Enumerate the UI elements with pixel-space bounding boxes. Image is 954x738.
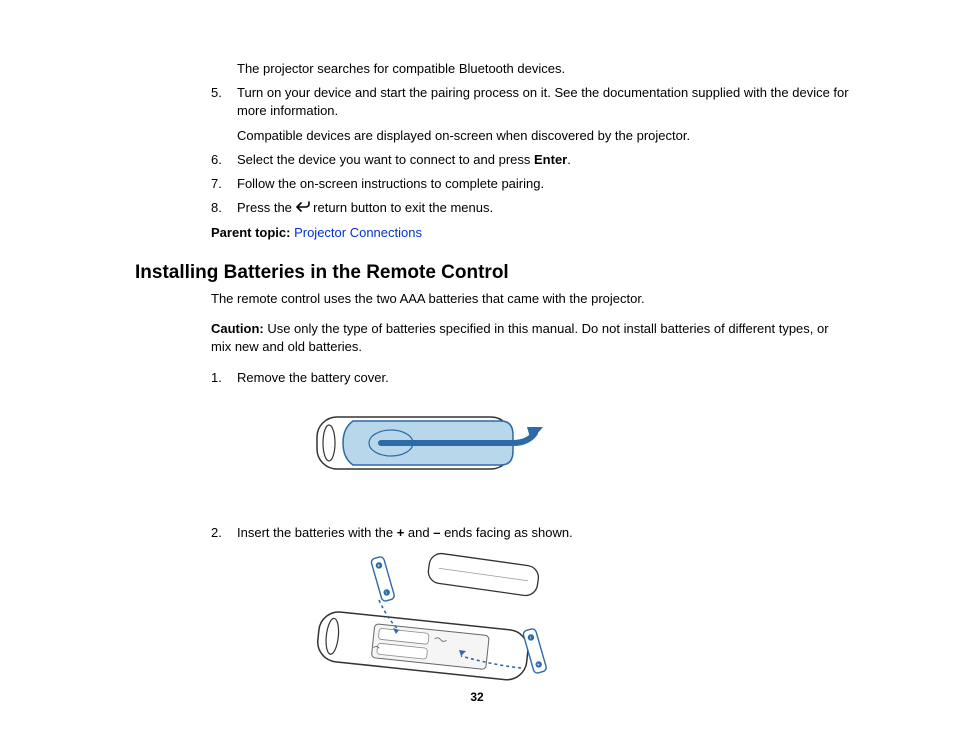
steps-top: The projector searches for compatible Bl…	[211, 60, 849, 242]
bat-step-1: 1. Remove the battery cover.	[211, 369, 849, 387]
step-5: 5. Turn on your device and start the pai…	[211, 84, 849, 145]
page-heading: Installing Batteries in the Remote Contr…	[135, 262, 849, 284]
step-8-text-b: return button to exit the menus.	[310, 200, 494, 215]
step-6: 6. Select the device you want to connect…	[211, 151, 849, 169]
step-7-body: Follow the on-screen instructions to com…	[237, 175, 849, 193]
bat-step-2-mid: and	[404, 525, 433, 540]
step-5-text-a: Turn on your device and start the pairin…	[237, 84, 849, 120]
caution-text: Use only the type of batteries specified…	[211, 321, 829, 354]
step-6-text-b: .	[567, 152, 571, 167]
steps-battery: 1. Remove the battery cover. 2. Insert t…	[211, 369, 849, 703]
bat-step-2-text-b: ends facing as shown.	[440, 525, 572, 540]
bat-step-1-num: 1.	[211, 369, 237, 387]
caution-label: Caution:	[211, 321, 267, 336]
intro2: The remote control uses the two AAA batt…	[211, 290, 849, 308]
step-5-text-b: Compatible devices are displayed on-scre…	[237, 127, 849, 145]
parent-topic-label: Parent topic:	[211, 225, 294, 240]
bat-step-2-body: Insert the batteries with the + and – en…	[237, 524, 849, 542]
step-5-num: 5.	[211, 84, 237, 145]
step-6-enter: Enter	[534, 152, 567, 167]
intro-line: The projector searches for compatible Bl…	[237, 60, 849, 78]
bat-step-2: 2. Insert the batteries with the + and –…	[211, 524, 849, 542]
page-number: 32	[0, 690, 954, 704]
step-8-text-a: Press the	[237, 200, 296, 215]
caution-block: Caution: Use only the type of batteries …	[211, 320, 849, 356]
step-5-body: Turn on your device and start the pairin…	[237, 84, 849, 145]
parent-topic: Parent topic: Projector Connections	[211, 224, 849, 242]
step-8-body: Press the return button to exit the menu…	[237, 199, 849, 218]
step-8-num: 8.	[211, 199, 237, 218]
step-6-body: Select the device you want to connect to…	[237, 151, 849, 169]
bat-step-1-body: Remove the battery cover.	[237, 369, 849, 387]
bat-step-2-num: 2.	[211, 524, 237, 542]
figure-remove-cover	[313, 395, 849, 498]
step-6-num: 6.	[211, 151, 237, 169]
return-icon	[296, 200, 310, 218]
step-7-num: 7.	[211, 175, 237, 193]
page: The projector searches for compatible Bl…	[0, 0, 954, 738]
bat-step-2-text-a: Insert the batteries with the	[237, 525, 397, 540]
step-6-text-a: Select the device you want to connect to…	[237, 152, 534, 167]
parent-topic-link[interactable]: Projector Connections	[294, 225, 422, 240]
figure-insert-batteries: + − − +	[313, 550, 849, 703]
step-7: 7. Follow the on-screen instructions to …	[211, 175, 849, 193]
step-8: 8. Press the return button to exit the m…	[211, 199, 849, 218]
